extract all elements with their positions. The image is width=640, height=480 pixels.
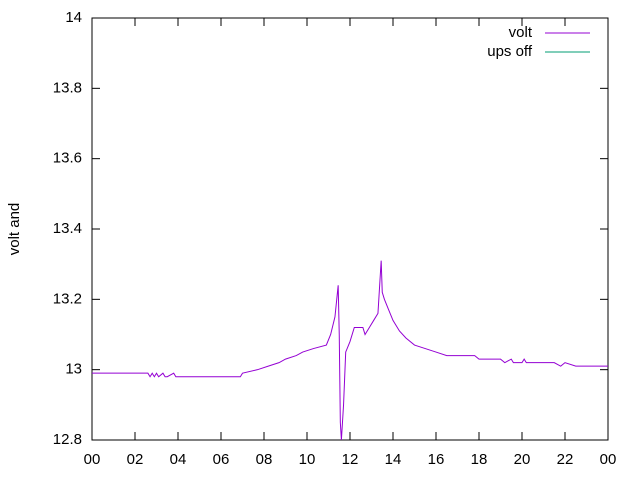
y-tick-label: 14 xyxy=(65,9,82,26)
y-tick-label: 13.6 xyxy=(53,150,82,167)
line-series xyxy=(92,260,608,441)
x-tick-label: 12 xyxy=(342,451,359,468)
y-tick-label: 13.4 xyxy=(53,220,82,237)
y-tick-label: 12.8 xyxy=(53,431,82,448)
x-tick-label: 08 xyxy=(256,451,273,468)
legend-label: ups off xyxy=(487,43,533,60)
legend-label: volt xyxy=(509,24,533,41)
x-tick-label: 14 xyxy=(385,451,402,468)
x-tick-label: 00 xyxy=(84,451,101,468)
plot-frame xyxy=(91,17,609,441)
x-tick-label: 02 xyxy=(127,451,144,468)
y-tick-label: 13.2 xyxy=(53,290,82,307)
x-tick-label: 00 xyxy=(600,451,617,468)
x-tick-label: 20 xyxy=(514,451,531,468)
x-tick-label: 10 xyxy=(299,451,316,468)
x-tick-label: 22 xyxy=(557,451,574,468)
x-tick-label: 18 xyxy=(471,451,488,468)
x-tick-label: 06 xyxy=(213,451,230,468)
x-tick-label: 04 xyxy=(170,451,187,468)
y-tick-label: 13.8 xyxy=(53,79,82,96)
x-tick-label: 16 xyxy=(428,451,445,468)
y-axis-label: volt and xyxy=(6,203,23,256)
y-tick-label: 13 xyxy=(65,361,82,378)
